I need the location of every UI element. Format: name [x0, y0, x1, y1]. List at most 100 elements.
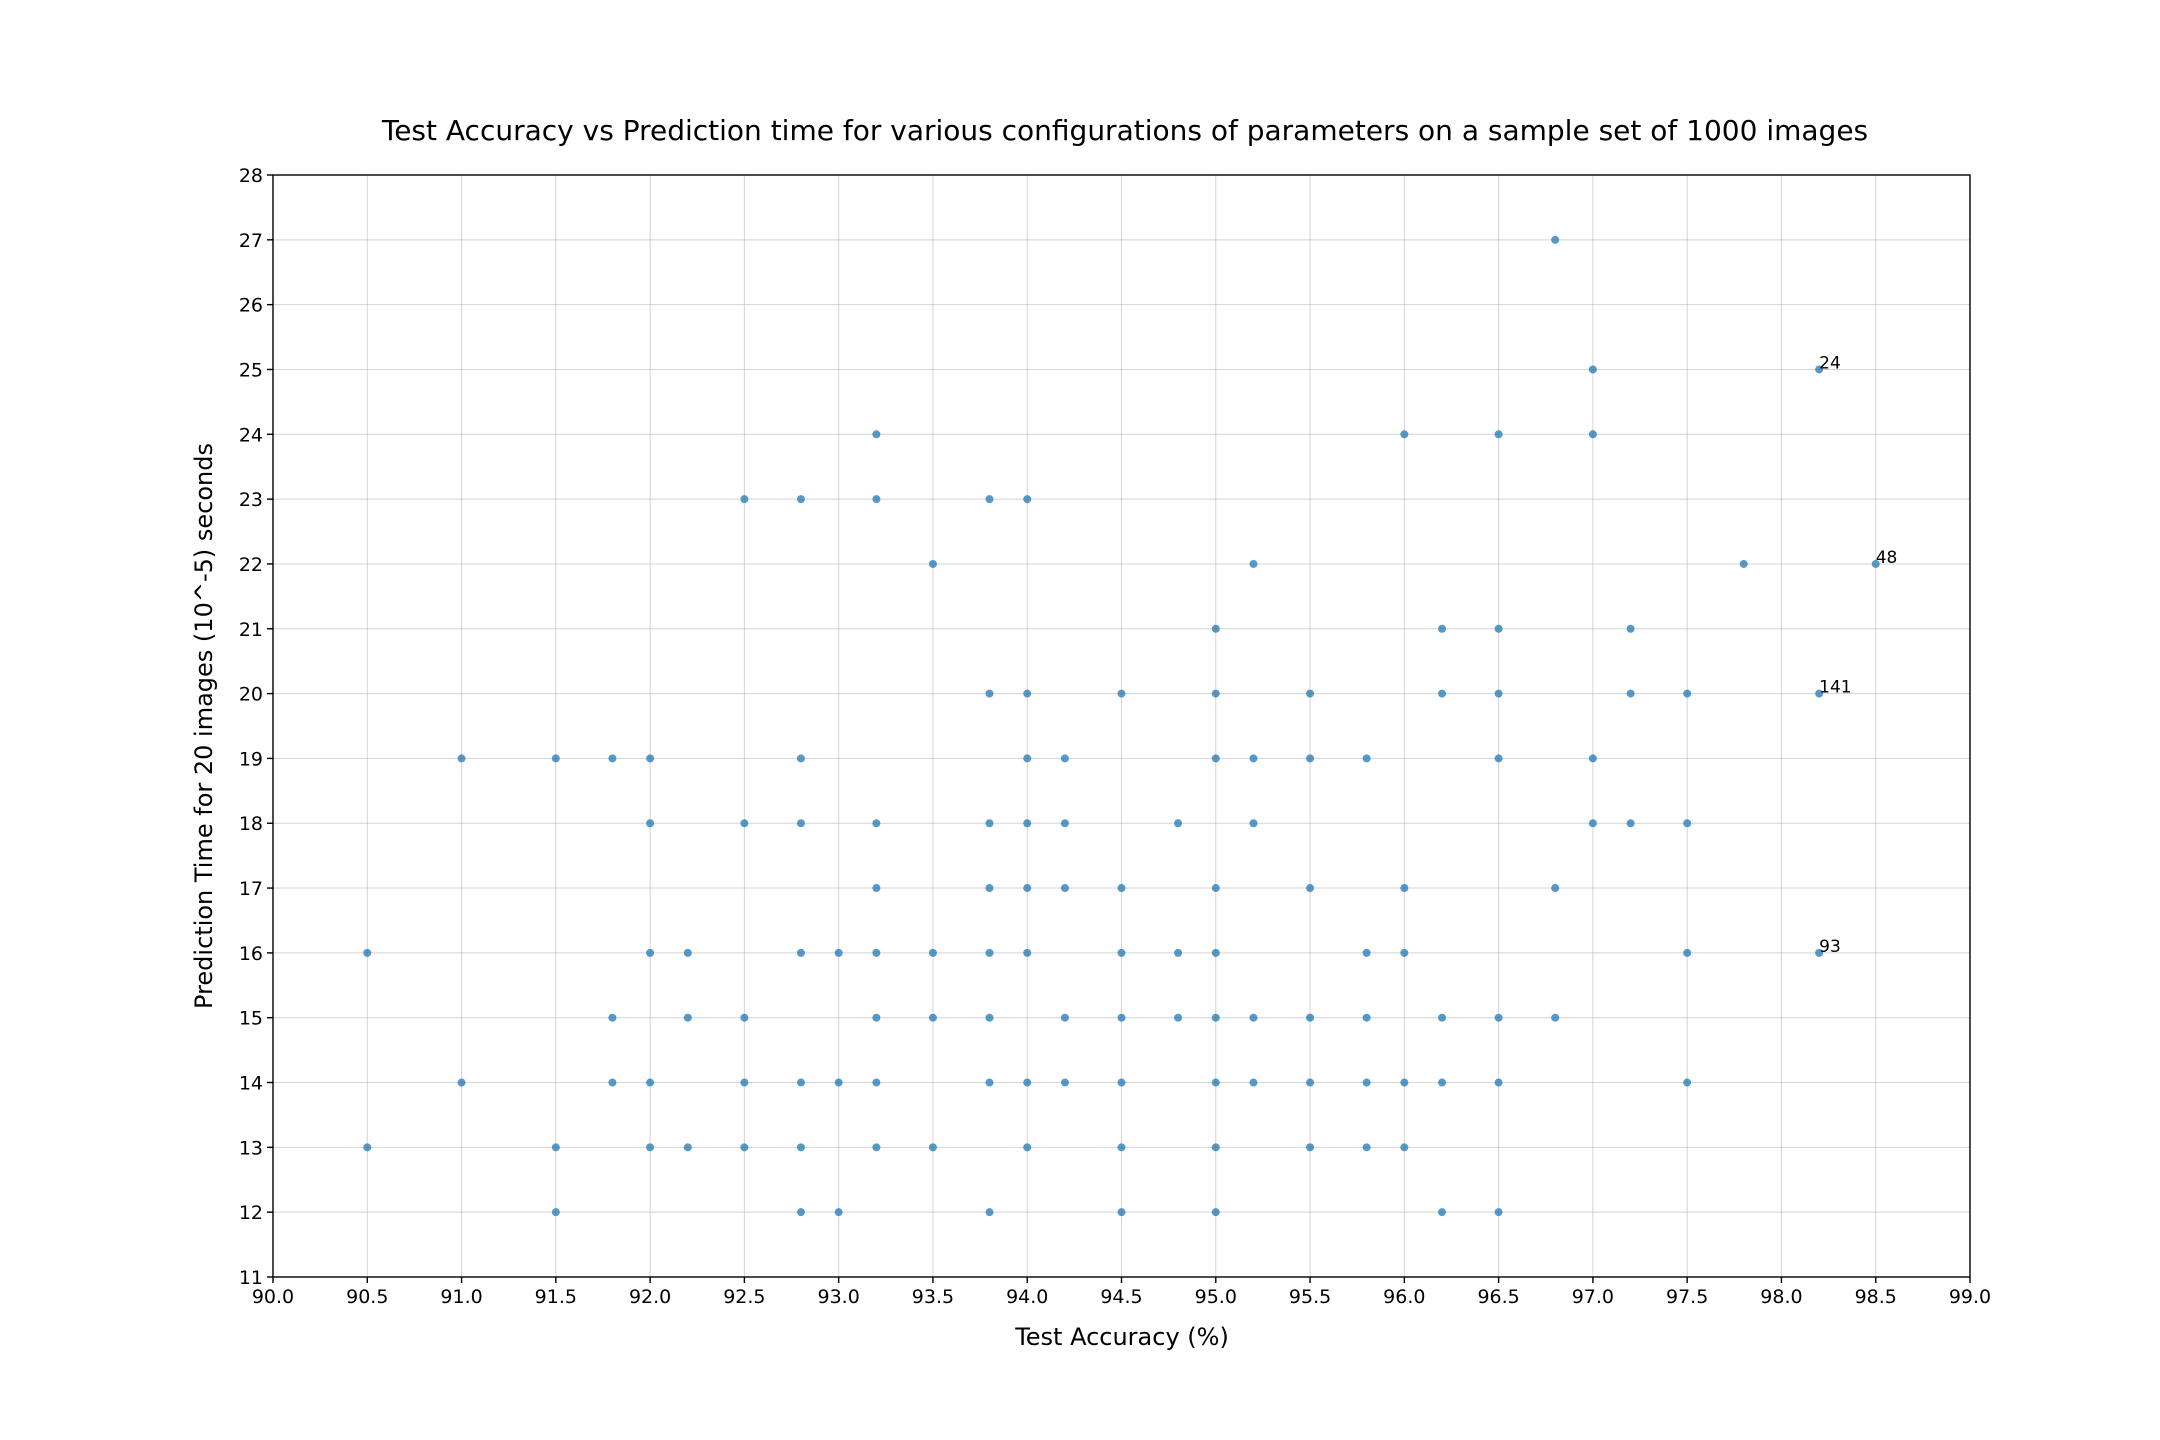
data-point	[740, 819, 749, 828]
data-point	[1117, 1143, 1126, 1152]
data-point	[1023, 689, 1032, 698]
point-annotations: 24 48 141 93	[1819, 353, 1897, 956]
data-point	[1494, 430, 1503, 439]
data-point	[1249, 1078, 1258, 1087]
y-tick-label: 27	[239, 230, 263, 252]
data-point	[834, 948, 843, 957]
data-point	[1023, 1078, 1032, 1087]
data-point	[1739, 559, 1748, 568]
data-point	[1117, 689, 1126, 698]
y-tick-label: 22	[239, 554, 263, 576]
data-point	[928, 559, 937, 568]
data-point	[1815, 365, 1824, 374]
data-point	[1362, 1143, 1371, 1152]
data-point	[1362, 948, 1371, 957]
data-point	[985, 884, 994, 893]
data-point	[551, 754, 560, 763]
data-point	[1551, 1013, 1560, 1022]
x-axis-label: Test Accuracy (%)	[1014, 1323, 1229, 1351]
data-point	[985, 819, 994, 828]
point-annotation: 24	[1819, 353, 1841, 373]
data-point	[1117, 1013, 1126, 1022]
data-point	[1211, 1078, 1220, 1087]
data-point	[1362, 754, 1371, 763]
data-point	[872, 819, 881, 828]
data-point	[1060, 754, 1069, 763]
data-point	[1023, 754, 1032, 763]
data-point	[1211, 624, 1220, 633]
data-point	[1023, 948, 1032, 957]
y-tick-label: 15	[239, 1008, 263, 1030]
data-point	[796, 1078, 805, 1087]
data-point	[928, 1143, 937, 1152]
data-point	[1211, 948, 1220, 957]
data-point	[1438, 1013, 1447, 1022]
data-point	[1438, 1208, 1447, 1217]
x-tick-label: 98.0	[1760, 1286, 1802, 1308]
y-tick-label: 17	[239, 878, 263, 900]
y-tick-label: 28	[239, 165, 263, 187]
data-point	[683, 1143, 692, 1152]
data-point	[834, 1208, 843, 1217]
y-tick-label: 18	[239, 813, 263, 835]
data-point	[1494, 624, 1503, 633]
data-point	[1494, 1208, 1503, 1217]
data-point	[796, 819, 805, 828]
data-point	[1400, 1143, 1409, 1152]
data-point	[928, 1013, 937, 1022]
data-point	[872, 430, 881, 439]
y-tick-label: 13	[239, 1137, 263, 1159]
data-point	[1060, 1013, 1069, 1022]
data-point	[1683, 1078, 1692, 1087]
x-tick-label: 99.0	[1949, 1286, 1991, 1308]
data-point	[1306, 689, 1315, 698]
data-point	[1815, 948, 1824, 957]
data-point	[740, 1013, 749, 1022]
data-point	[740, 495, 749, 504]
data-point	[1362, 1013, 1371, 1022]
x-tick-label: 91.0	[440, 1286, 482, 1308]
chart-title: Test Accuracy vs Prediction time for var…	[381, 114, 1868, 147]
data-point	[1494, 754, 1503, 763]
data-point	[646, 754, 655, 763]
data-point	[985, 495, 994, 504]
data-point	[1249, 559, 1258, 568]
data-point	[796, 754, 805, 763]
data-point	[1174, 948, 1183, 957]
data-point	[796, 1143, 805, 1152]
x-tick-label: 97.5	[1666, 1286, 1708, 1308]
data-point	[1211, 754, 1220, 763]
data-point	[1494, 689, 1503, 698]
data-point	[740, 1143, 749, 1152]
data-point	[872, 1078, 881, 1087]
data-point	[1174, 819, 1183, 828]
data-point	[1211, 1013, 1220, 1022]
data-point	[1117, 948, 1126, 957]
data-point	[551, 1143, 560, 1152]
data-point	[985, 948, 994, 957]
x-tick-label: 95.5	[1289, 1286, 1331, 1308]
data-point	[683, 948, 692, 957]
data-point	[1400, 948, 1409, 957]
data-point	[1060, 884, 1069, 893]
data-point	[1683, 948, 1692, 957]
y-tick-label: 23	[239, 489, 263, 511]
x-tick-label: 90.0	[252, 1286, 294, 1308]
data-point	[1400, 884, 1409, 893]
x-axis-ticks: 90.0 90.5 91.0 91.5 92.0 92.5 93.0 93.5 94.0 94.5…	[252, 1277, 1991, 1308]
data-point	[1626, 689, 1635, 698]
y-tick-label: 25	[239, 359, 263, 381]
data-point	[1438, 624, 1447, 633]
data-point	[1174, 1013, 1183, 1022]
data-point	[1626, 624, 1635, 633]
data-point	[1871, 559, 1880, 568]
data-point	[1362, 1078, 1371, 1087]
data-point	[1211, 1208, 1220, 1217]
data-point	[1023, 1143, 1032, 1152]
y-tick-label: 11	[239, 1267, 263, 1289]
data-point	[985, 1208, 994, 1217]
data-point	[1249, 819, 1258, 828]
point-annotation: 48	[1876, 548, 1898, 568]
x-tick-label: 96.5	[1477, 1286, 1519, 1308]
